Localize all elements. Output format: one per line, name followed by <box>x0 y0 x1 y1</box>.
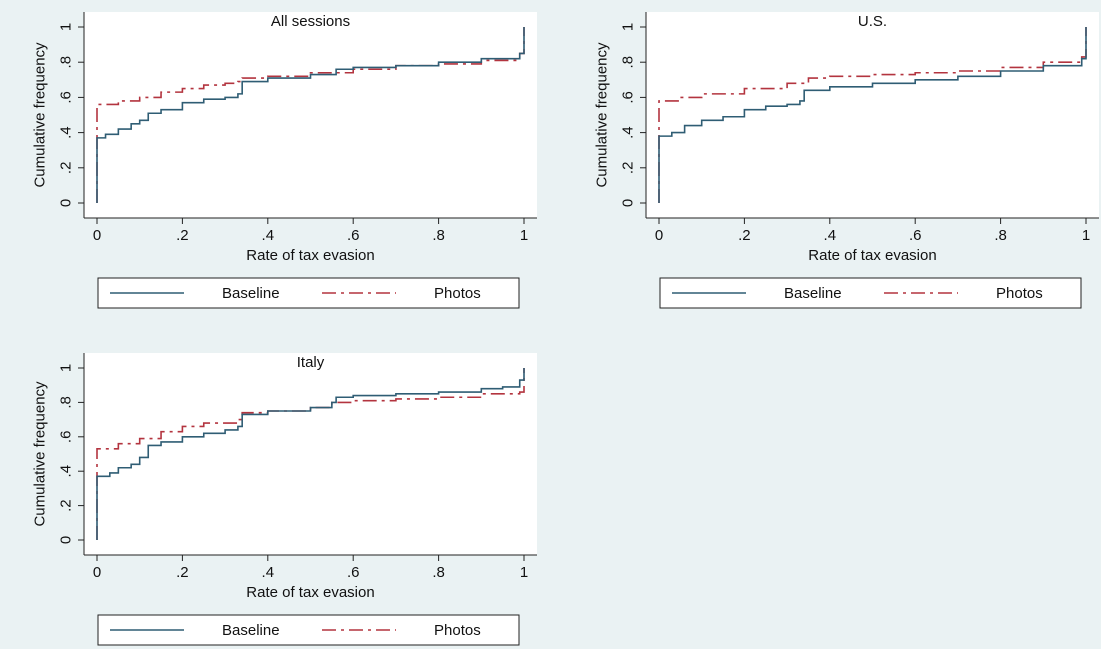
x-tick-label: .8 <box>994 227 1007 244</box>
x-tick-label: .4 <box>262 227 275 244</box>
legend-label-baseline: Baseline <box>222 622 280 639</box>
x-tick-label: .4 <box>262 564 275 581</box>
y-tick-label: .6 <box>58 91 75 104</box>
y-tick-label: .2 <box>58 162 75 175</box>
y-tick-label: 1 <box>58 364 75 372</box>
x-tick-label: .6 <box>347 227 360 244</box>
y-tick-label: .8 <box>58 56 75 69</box>
series-line-baseline <box>658 27 1087 203</box>
chart-panel-1: 0 .2 .4 .6 .8 1 0 .2 .4 .6 .8 1 Cumulative frequency… <box>32 12 537 309</box>
y-tick-label: 0 <box>620 199 637 207</box>
legend-label-photos: Photos <box>434 285 481 302</box>
x-axis-label: Rate of tax evasion <box>808 247 936 264</box>
x-tick-label: .2 <box>176 564 189 581</box>
x-tick-label: .4 <box>824 227 837 244</box>
plot-area <box>84 353 537 555</box>
x-tick-label: .8 <box>432 227 445 244</box>
y-tick-label: .6 <box>620 91 637 104</box>
x-axis-label: Rate of tax evasion <box>246 584 374 601</box>
chart-panel-3: 0 .2 .4 .6 .8 1 0 .2 .4 .6 .8 1 Cumulative frequency… <box>32 353 537 646</box>
panel-title: U.S. <box>858 13 887 30</box>
y-tick-label: .2 <box>58 499 75 512</box>
x-tick-label: 0 <box>93 227 101 244</box>
x-tick-label: 1 <box>520 564 528 581</box>
series-line-baseline <box>96 27 525 203</box>
x-tick-label: .6 <box>347 564 360 581</box>
plot-area <box>84 12 537 218</box>
y-axis-label: Cumulative frequency <box>32 42 49 188</box>
y-tick-label: 1 <box>620 23 637 31</box>
y-axis-label: Cumulative frequency <box>32 381 49 527</box>
legend-label-photos: Photos <box>996 285 1043 302</box>
y-tick-label: 0 <box>58 199 75 207</box>
y-tick-label: 0 <box>58 536 75 544</box>
y-tick-label: .6 <box>58 431 75 444</box>
legend-label-photos: Photos <box>434 622 481 639</box>
plot-area <box>646 12 1099 218</box>
y-axis-label: Cumulative frequency <box>594 42 611 188</box>
y-tick-label: .4 <box>620 126 637 139</box>
x-tick-label: 1 <box>520 227 528 244</box>
legend-label-baseline: Baseline <box>222 285 280 302</box>
series-line-baseline <box>96 368 525 540</box>
y-tick-label: .8 <box>58 396 75 409</box>
y-tick-label: .2 <box>620 162 637 175</box>
chart-panel-2: 0 .2 .4 .6 .8 1 0 .2 .4 .6 .8 1 Cumulative frequency… <box>594 12 1099 309</box>
x-tick-label: .6 <box>909 227 922 244</box>
x-tick-label: .2 <box>176 227 189 244</box>
x-tick-label: .8 <box>432 564 445 581</box>
legend-label-baseline: Baseline <box>784 285 842 302</box>
x-tick-label: .2 <box>738 227 751 244</box>
y-tick-label: .4 <box>58 126 75 139</box>
x-axis-label: Rate of tax evasion <box>246 247 374 264</box>
panel-title: Italy <box>297 354 325 371</box>
x-tick-label: 0 <box>93 564 101 581</box>
x-tick-label: 0 <box>655 227 663 244</box>
y-tick-label: 1 <box>58 23 75 31</box>
y-tick-label: .8 <box>620 56 637 69</box>
y-tick-label: .4 <box>58 465 75 478</box>
panel-title: All sessions <box>271 13 350 30</box>
x-tick-label: 1 <box>1082 227 1090 244</box>
